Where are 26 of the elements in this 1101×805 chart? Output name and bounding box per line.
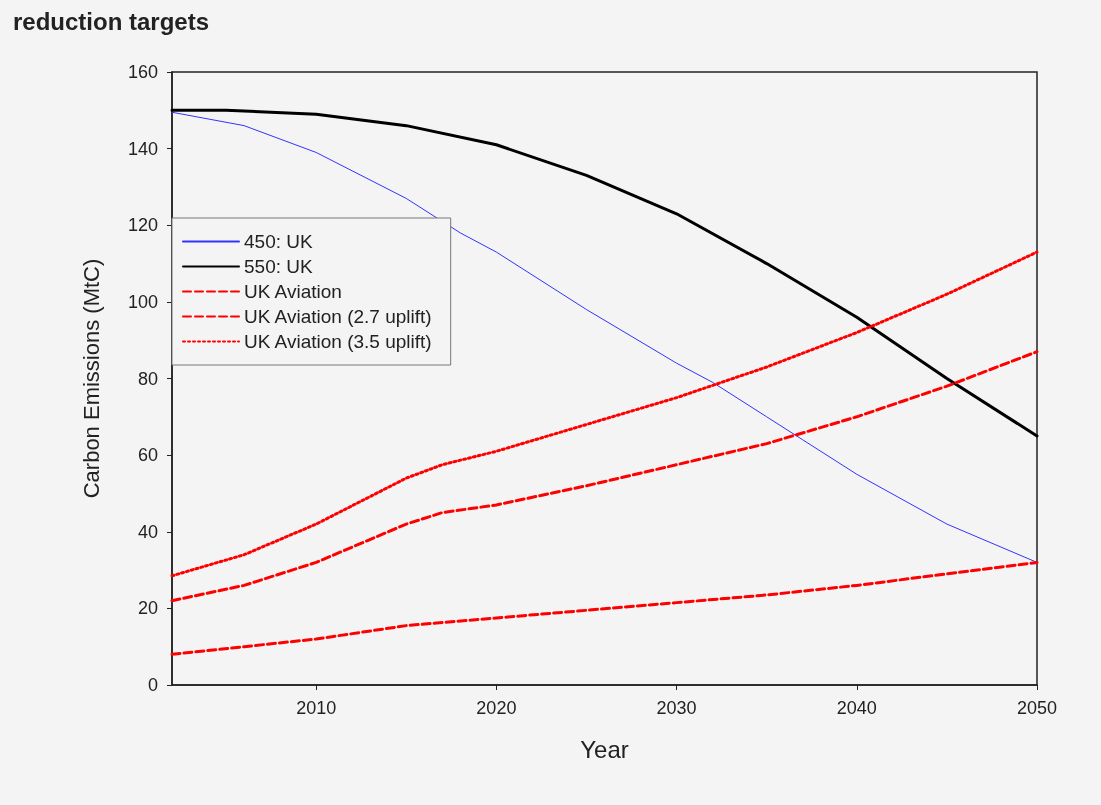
line-series <box>170 560 1039 656</box>
legend-label: 550: UK <box>244 256 313 277</box>
x-tick-label: 2020 <box>476 698 517 718</box>
y-tick-label: 60 <box>137 445 158 466</box>
x-tick-label: 2010 <box>296 698 337 718</box>
y-tick-label: 40 <box>137 521 158 542</box>
line-series <box>170 250 1039 578</box>
x-tick-label: 2040 <box>836 698 877 718</box>
line-series <box>170 108 1039 438</box>
legend-label: 450: UK <box>244 231 313 252</box>
chart-title: reduction targets <box>13 7 210 35</box>
line-series <box>170 350 1039 603</box>
y-tick-label: 120 <box>127 215 158 236</box>
legend-label: UK Aviation <box>244 281 342 302</box>
y-tick-label: 20 <box>137 598 158 619</box>
x-tick-label: 2030 <box>656 698 697 718</box>
y-tick-label: 0 <box>147 675 158 695</box>
y-tick-label: 100 <box>127 291 158 312</box>
legend-label: UK Aviation (2.7 uplift) <box>244 306 432 327</box>
y-tick-label: 160 <box>127 62 158 82</box>
x-axis-title: Year <box>580 735 629 763</box>
x-tick-label: 2050 <box>1016 698 1058 718</box>
y-tick-label: 80 <box>137 368 158 389</box>
y-tick-label: 140 <box>127 138 158 159</box>
y-axis-title: Carbon Emissions (MtC) <box>78 258 104 499</box>
legend-label: UK Aviation (3.5 uplift) <box>244 331 432 352</box>
